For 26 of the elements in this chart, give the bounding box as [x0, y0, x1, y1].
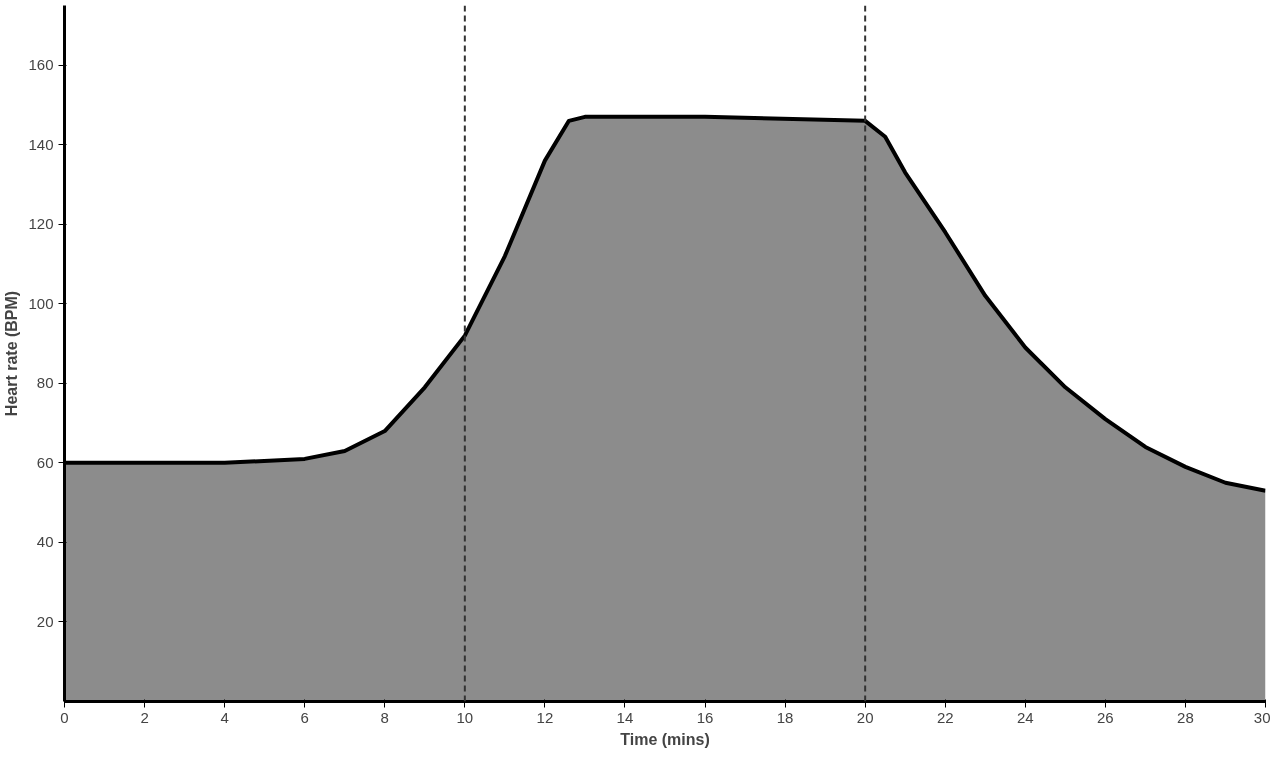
x-tick-label: 6 — [300, 708, 309, 726]
x-tick-label: 12 — [536, 708, 554, 726]
x-tick-label: 28 — [1177, 708, 1194, 726]
y-tick-label: 120 — [28, 215, 54, 233]
y-tick-label: 100 — [28, 294, 54, 312]
y-tick-label: 160 — [28, 56, 54, 74]
x-tick-label: 26 — [1097, 708, 1114, 726]
y-tick-label: 40 — [36, 533, 54, 551]
x-tick-label: 4 — [220, 708, 229, 726]
x-tick-label: 0 — [60, 708, 69, 726]
y-tick-label: 60 — [36, 453, 54, 471]
y-tick-label: 80 — [36, 374, 54, 392]
x-tick-label: 22 — [936, 708, 954, 726]
y-tick-label: 20 — [36, 612, 54, 630]
x-tick-label: 10 — [456, 708, 474, 726]
x-tick-label: 14 — [616, 708, 634, 726]
x-tick-label: 16 — [696, 708, 714, 726]
x-tick-label: 30 — [1253, 708, 1271, 726]
x-axis-title: Time (mins) — [620, 730, 710, 748]
x-tick-label: 20 — [856, 708, 874, 726]
x-tick-label: 24 — [1016, 708, 1034, 726]
y-tick-label: 140 — [28, 135, 54, 153]
y-axis-title: Heart rate (BPM) — [3, 290, 21, 417]
x-tick-label: 18 — [776, 708, 794, 726]
x-tick-label: 8 — [380, 708, 389, 726]
x-tick-label: 2 — [140, 708, 149, 726]
